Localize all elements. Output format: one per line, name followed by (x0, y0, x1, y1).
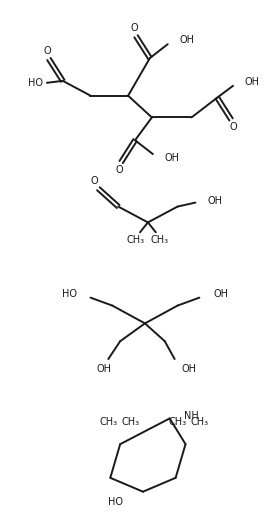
Text: CH₃: CH₃ (190, 418, 208, 428)
Text: HO: HO (28, 78, 43, 88)
Text: CH₃: CH₃ (127, 235, 145, 245)
Text: OH: OH (97, 364, 112, 374)
Text: O: O (43, 46, 51, 56)
Text: O: O (229, 123, 237, 133)
Text: OH: OH (213, 289, 228, 299)
Text: OH: OH (207, 195, 222, 205)
Text: OH: OH (181, 364, 196, 374)
Text: OH: OH (165, 153, 180, 163)
Text: OH: OH (245, 77, 260, 87)
Text: NH: NH (183, 411, 198, 421)
Text: CH₃: CH₃ (121, 418, 139, 428)
Text: HO: HO (62, 289, 77, 299)
Text: O: O (91, 176, 98, 186)
Text: HO: HO (108, 497, 123, 507)
Text: O: O (115, 165, 123, 175)
Text: O: O (130, 24, 138, 34)
Text: CH₃: CH₃ (99, 418, 117, 428)
Text: CH₃: CH₃ (151, 235, 169, 245)
Text: CH₃: CH₃ (168, 418, 187, 428)
Text: OH: OH (180, 35, 195, 45)
